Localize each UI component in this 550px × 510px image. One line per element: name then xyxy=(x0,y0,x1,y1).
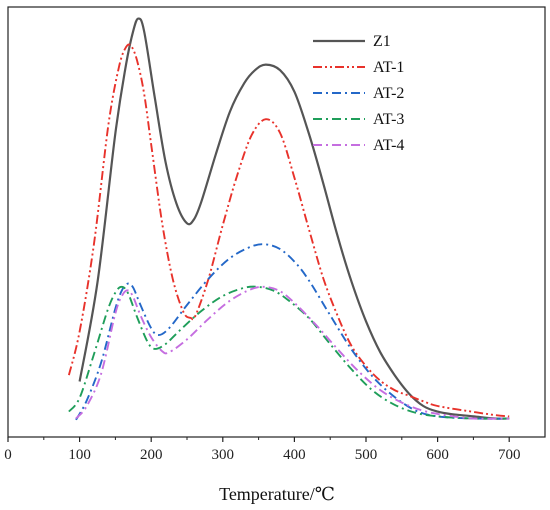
x-axis: 0 100 200 300 400 500 600 700 xyxy=(4,437,520,463)
x-tick-label: 500 xyxy=(355,447,378,463)
series-curves xyxy=(67,17,510,421)
series-line-at-3 xyxy=(68,285,510,420)
legend-label-at-2: AT-2 xyxy=(373,85,404,102)
legend-label-at-1: AT-1 xyxy=(373,59,404,76)
legend-label-at-4: AT-4 xyxy=(373,137,404,154)
legend: Z1 AT-1 AT-2 AT-3 AT-4 xyxy=(313,33,404,154)
x-tick-label: 200 xyxy=(140,447,163,463)
legend-label-z1: Z1 xyxy=(373,33,391,50)
series-line-z1 xyxy=(78,17,510,420)
x-tick-label: 600 xyxy=(426,447,449,463)
x-tick-label: 100 xyxy=(68,447,91,463)
x-tick-label: 400 xyxy=(283,447,306,463)
x-tick-label: 300 xyxy=(212,447,235,463)
series-line-at-1 xyxy=(67,43,510,418)
x-tick-label: 0 xyxy=(4,447,12,463)
x-tick-label: 700 xyxy=(498,447,521,463)
series-line-at-4 xyxy=(75,285,510,420)
x-axis-title: Temperature/℃ xyxy=(219,484,335,504)
plot-frame xyxy=(7,6,546,438)
series-line-at-2 xyxy=(75,243,510,421)
legend-label-at-3: AT-3 xyxy=(373,111,404,128)
